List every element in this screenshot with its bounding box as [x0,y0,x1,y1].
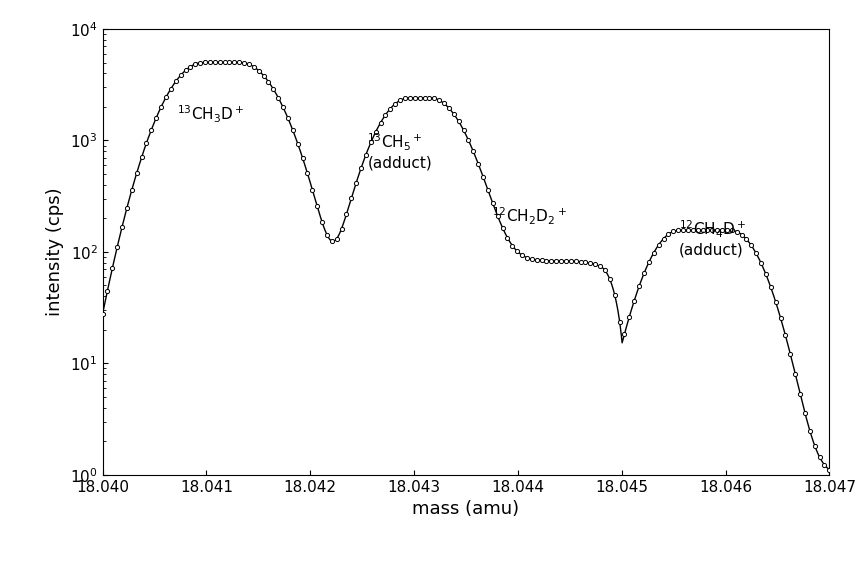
Text: $^{13}$CH$_5$$^+$
(adduct): $^{13}$CH$_5$$^+$ (adduct) [368,131,432,170]
Text: $^{12}$CH$_4$D$^+$
(adduct): $^{12}$CH$_4$D$^+$ (adduct) [679,218,746,257]
Y-axis label: intensity (cps): intensity (cps) [46,188,64,316]
Text: $^{12}$CH$_2$D$_2$$^+$: $^{12}$CH$_2$D$_2$$^+$ [492,205,567,226]
Text: $^{13}$CH$_3$D$^+$: $^{13}$CH$_3$D$^+$ [177,104,245,126]
X-axis label: mass (amu): mass (amu) [412,500,520,518]
